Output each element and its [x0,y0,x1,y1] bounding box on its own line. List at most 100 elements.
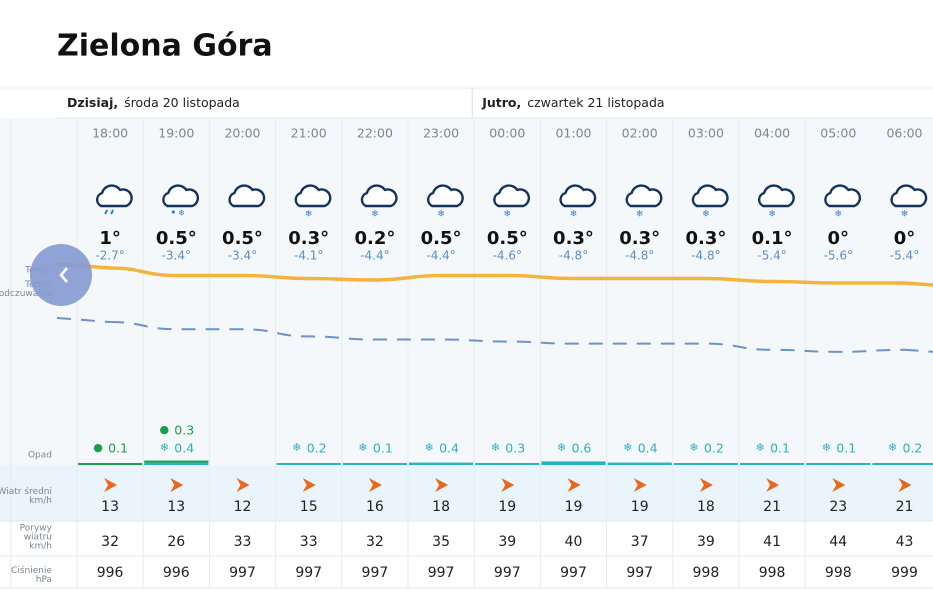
wind: 23 [829,499,847,515]
pressure: 997 [494,565,521,581]
wind-arrow [832,478,846,492]
temp: 0.5° [487,228,528,249]
wind: 19 [631,499,649,515]
snow-bar [475,463,540,465]
snow-value: 0.1 [836,441,856,456]
prev-chevron [59,267,68,283]
wind-arrow [633,478,647,492]
snow-value: 0.4 [439,441,459,456]
pressure: 997 [560,565,587,581]
flake: ❄ [636,210,644,220]
hour: 21:00 [291,126,327,141]
feels: -4.8° [691,249,720,263]
day-name: Dzisiaj, [67,95,118,110]
row-label: km/h [29,542,52,552]
row-label: Ciśnienie [11,565,52,576]
feels: -5.6° [824,249,853,263]
snow-bar [409,462,474,465]
hour: 04:00 [754,126,790,141]
gust: 33 [300,534,318,550]
wind-arrow [302,478,316,492]
hour: 06:00 [886,126,922,141]
feels: -5.4° [890,249,919,263]
snow-icon: ❄ [424,441,433,454]
wind-arrow [501,478,515,492]
wind-arrow [236,478,250,492]
rain-value: 0.1 [108,441,128,456]
pressure: 998 [693,565,720,581]
row-label: Opad [28,451,52,461]
wind-arrow [368,478,382,492]
pressure: 997 [295,565,322,581]
feels: -2.7° [95,249,124,263]
temp: 0.3° [685,228,726,249]
hour: 00:00 [489,126,525,141]
feels: -4.8° [559,249,588,263]
city-title: Zielona Góra [57,29,273,64]
flake: ❄ [305,210,313,220]
temp-line [108,266,907,285]
cloud [228,184,266,208]
weather-icon [228,184,266,208]
weather-icon: ❄ [162,184,200,218]
rain-bar [144,460,209,463]
snow-icon: ❄ [557,441,566,454]
wind: 18 [432,499,450,515]
weather-icon [95,184,133,215]
temp: 1° [99,228,121,249]
pressure: 996 [163,565,190,581]
snow-value: 0.3 [505,441,525,456]
snow-icon: ❄ [689,441,698,454]
row-label: hPa [36,575,52,585]
hour: 01:00 [555,126,591,141]
wind: 12 [234,499,252,515]
gust: 44 [829,534,847,550]
gust: 26 [167,534,185,550]
rain-value: 0.3 [174,423,194,438]
wind: 18 [697,499,715,515]
feels: -4.8° [625,249,654,263]
wind-arrow [104,478,118,492]
snow-value: 0.1 [770,441,790,456]
prev-button[interactable] [30,244,92,306]
temp: 0.1° [752,228,793,249]
snow-icon: ❄ [160,441,169,454]
pressure: 998 [825,565,852,581]
weather-icon: ❄ [426,184,464,220]
snow-value: 0.4 [638,441,658,456]
feels: -4.4° [426,249,455,263]
gust: 32 [101,534,119,550]
feels-line-edge [56,317,933,353]
flake: ❄ [570,210,578,220]
wind: 19 [565,499,583,515]
cloud [426,184,464,208]
gust: 40 [565,534,583,550]
drop [104,209,114,215]
day-date: czwartek 21 listopada [527,95,664,110]
wind-arrow [170,478,184,492]
flake: ❄ [178,209,185,218]
wind: 19 [498,499,516,515]
snow-bar [872,463,933,465]
wind-arrow [699,478,713,492]
hour: 22:00 [357,126,393,141]
cloud [493,184,531,208]
snow-icon: ❄ [358,441,367,454]
flake: ❄ [901,210,909,220]
wind: 16 [366,499,384,515]
hour: 19:00 [158,126,194,141]
pressure: 996 [97,565,124,581]
wind: 21 [763,499,781,515]
weather-icon: ❄ [559,184,597,220]
flake: ❄ [504,210,512,220]
weather-icon: ❄ [360,184,398,220]
row-label: wiatru [24,533,52,543]
rain-icon: ● [159,423,169,436]
snow-value: 0.6 [572,441,592,456]
weather-icon: ❄ [757,184,795,220]
feels: -3.4° [162,249,191,263]
cloud [162,184,200,208]
feels: -3.4° [228,249,257,263]
day-date: środa 20 listopada [124,95,240,110]
row-label: km/h [29,496,52,506]
